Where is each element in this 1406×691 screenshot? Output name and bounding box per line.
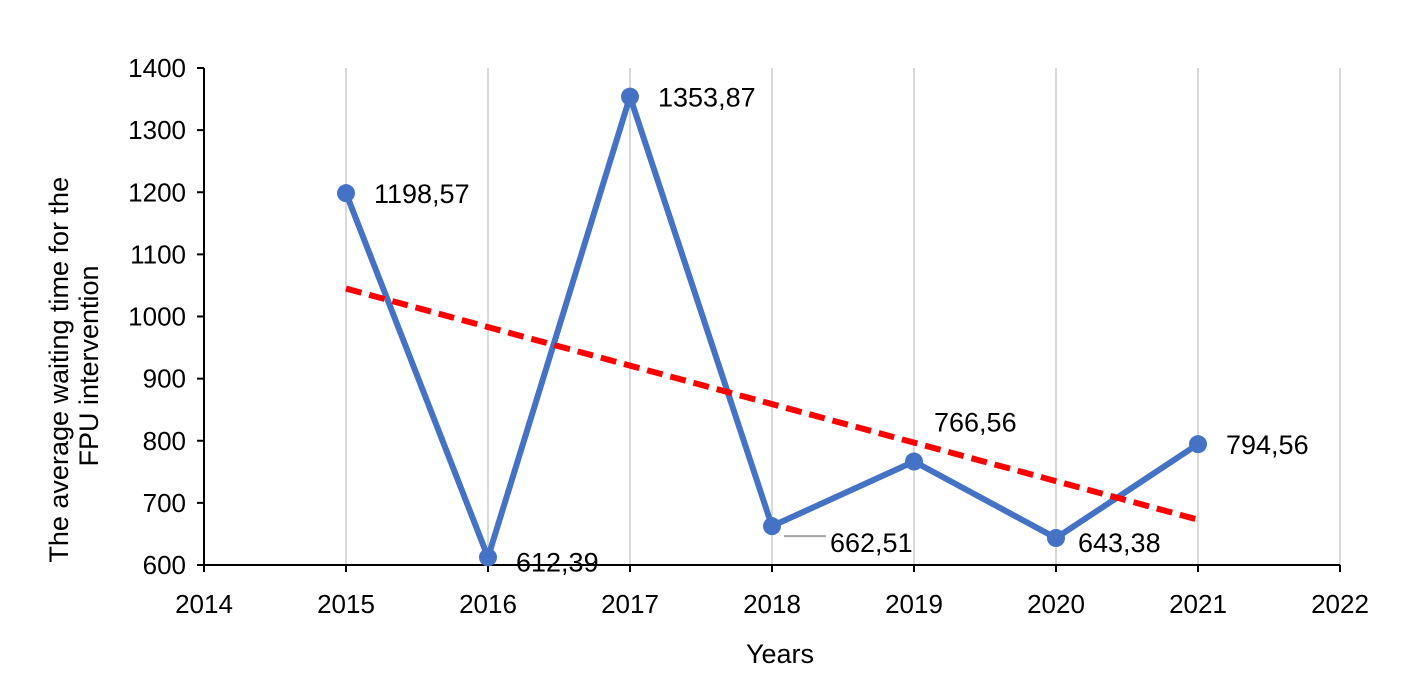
trendline-group [345, 285, 1199, 523]
x-tick-label-2017: 2017 [601, 589, 659, 619]
y-axis-title-line-2: FPU intervention [74, 265, 104, 466]
data-point-2018 [763, 517, 781, 536]
x-tick-label-2022: 2022 [1311, 589, 1369, 619]
data-label-2016: 612,39 [516, 547, 599, 577]
y-tick-label-900: 900 [143, 364, 186, 394]
grid-lines [345, 68, 1341, 565]
y-tick-label-1300: 1300 [128, 115, 186, 145]
data-point-2021 [1189, 435, 1207, 454]
data-label-2019: 766,56 [934, 408, 1017, 438]
data-label-2015: 1198,57 [374, 179, 470, 209]
x-tick-labels: 2014 2015 2016 2017 2018 2019 2020 2021 2022 [175, 589, 1369, 619]
data-point-2015 [337, 184, 355, 203]
data-point-2019 [905, 452, 923, 471]
y-tick-label-1000: 1000 [128, 302, 186, 332]
y-tick-label-1200: 1200 [128, 177, 186, 207]
y-tick-label-600: 600 [143, 550, 186, 580]
data-point-2016 [479, 548, 497, 567]
y-tick-labels: 600 700 800 900 1000 1100 1200 1300 1400 [128, 53, 186, 580]
y-tick-label-1100: 1100 [130, 239, 186, 269]
data-point-2020 [1047, 529, 1065, 548]
x-tick-label-2019: 2019 [885, 589, 943, 619]
x-tick-label-2018: 2018 [743, 589, 801, 619]
x-axis-title: Years [746, 639, 814, 669]
data-label-2021: 794,56 [1226, 430, 1309, 460]
x-tick-label-2014: 2014 [175, 589, 233, 619]
data-point-2017 [621, 87, 639, 106]
axes [197, 67, 1341, 572]
y-tick-label-1400: 1400 [128, 53, 186, 83]
trendline [345, 285, 1199, 523]
x-tick-label-2015: 2015 [317, 589, 375, 619]
data-label-2018: 662,51 [830, 528, 913, 558]
y-tick-label-800: 800 [143, 426, 186, 456]
y-axis-title: The average waiting time for the FPU int… [44, 169, 104, 562]
data-label-2020: 643,38 [1078, 528, 1161, 558]
data-label-2017: 1353,87 [658, 83, 756, 113]
y-axis-title-line-1: The average waiting time for the [44, 177, 74, 563]
data-markers [337, 87, 1207, 567]
x-tick-label-2016: 2016 [459, 589, 517, 619]
x-tick-label-2020: 2020 [1027, 589, 1085, 619]
y-tick-label-700: 700 [143, 488, 186, 518]
data-labels: 1198,57 612,39 1353,87 662,51 766,56 643,38 79… [374, 83, 1309, 578]
x-tick-label-2021: 2021 [1169, 589, 1227, 619]
